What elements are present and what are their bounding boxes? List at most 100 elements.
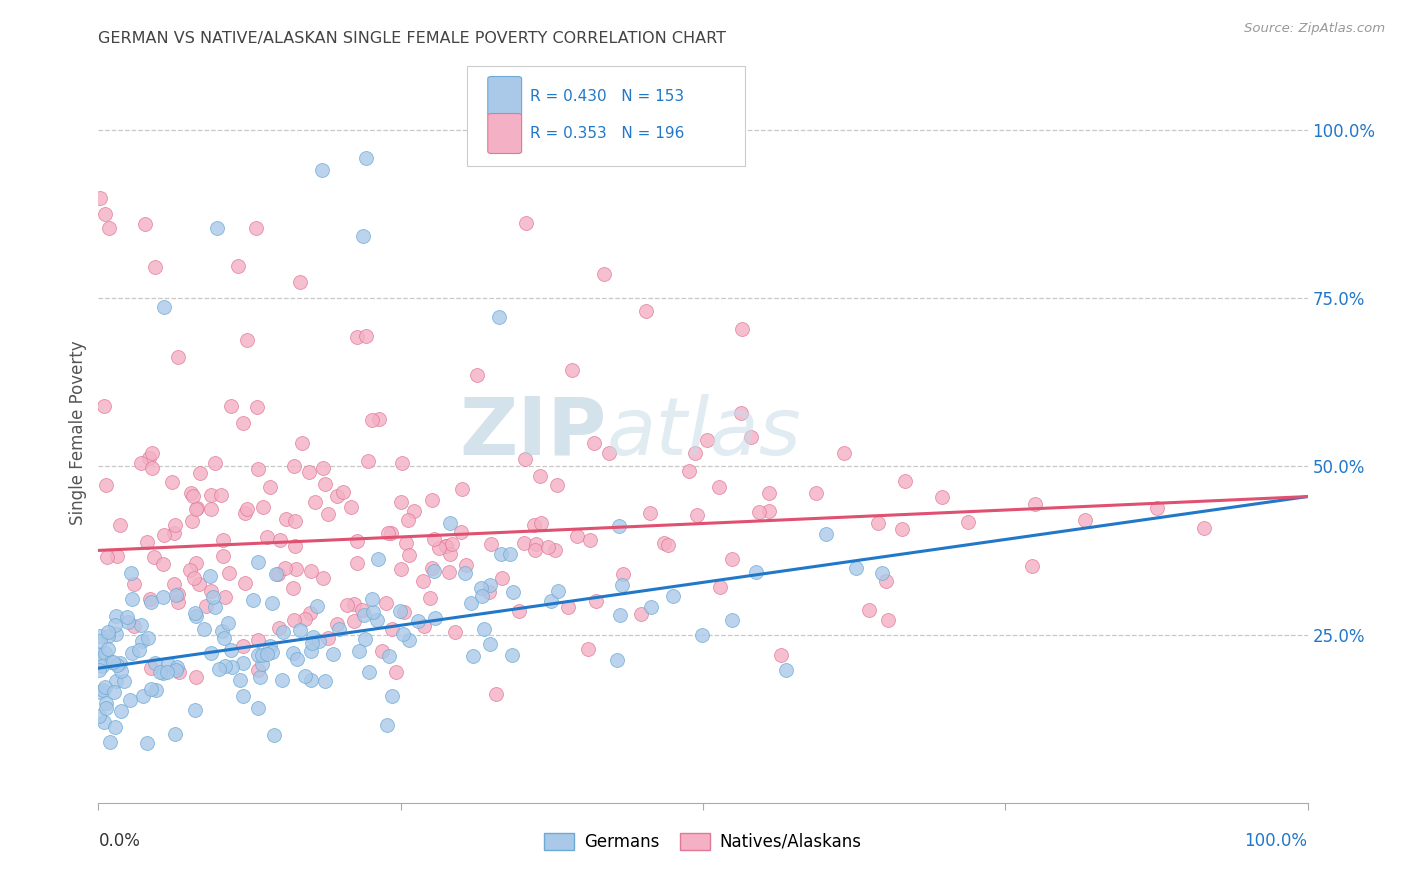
Point [454,558,477,572]
Point [402,503,425,517]
Point [301,636,323,650]
Point [322,647,344,661]
Point [264,566,287,581]
Point [149,665,172,680]
Point [598,446,620,460]
Point [758,504,780,518]
Point [612,566,634,581]
Point [271,624,294,639]
Point [352,603,374,617]
Point [436,539,458,553]
Point [375,596,398,610]
Point [93,399,115,413]
Point [420,492,443,507]
Point [391,456,413,470]
Point [284,514,307,528]
Point [246,555,269,569]
Point [398,548,420,562]
Point [299,564,322,578]
Point [256,647,278,661]
Point [284,539,307,553]
Point [283,614,305,628]
Point [89,191,111,205]
Point [131,633,153,648]
Point [96,696,118,710]
Point [141,446,163,460]
Point [181,489,204,503]
Point [1194,521,1216,535]
Point [876,613,898,627]
Point [93,715,115,730]
Point [121,646,143,660]
Point [370,644,392,658]
Text: GERMAN VS NATIVE/ALASKAN SINGLE FEMALE POVERTY CORRELATION CHART: GERMAN VS NATIVE/ALASKAN SINGLE FEMALE P… [98,31,727,46]
Point [353,608,375,623]
Point [218,566,240,581]
Point [145,260,167,274]
Point [1024,497,1046,511]
Point [389,494,412,508]
Point [389,562,412,576]
Point [890,522,912,536]
Point [105,658,128,673]
Point [721,551,744,566]
Point [465,368,488,383]
Point [219,400,242,414]
Point [515,215,537,229]
Point [246,701,269,715]
Point [89,663,111,677]
Point [427,541,450,556]
Point [875,574,897,589]
Point [316,508,339,522]
Point [523,517,546,532]
Point [211,624,233,638]
Point [312,461,335,475]
Point [576,641,599,656]
Point [288,275,311,289]
Point [478,637,501,651]
Point [524,537,547,551]
Point [93,682,115,697]
Point [745,566,768,580]
Point [380,525,402,540]
Point [470,581,492,595]
Point [412,574,434,589]
Point [340,500,363,515]
Point [394,605,416,619]
Point [184,606,207,620]
Point [200,647,222,661]
Point [607,518,630,533]
Point [299,644,322,658]
Point [167,665,190,679]
Point [236,333,259,347]
Point [578,533,600,548]
Point [274,561,297,575]
Point [748,505,770,519]
Point [561,363,583,377]
Point [544,543,567,558]
Point [152,590,174,604]
Point [314,476,336,491]
Point [606,653,628,667]
Point [104,720,127,734]
Point [582,436,605,450]
Point [377,526,399,541]
Point [131,617,153,632]
Point [381,622,404,636]
Point [136,631,159,645]
Point [530,516,553,530]
Point [385,665,408,679]
Y-axis label: Single Female Poverty: Single Female Poverty [69,341,87,524]
Point [89,634,111,648]
Point [256,529,278,543]
Point [252,500,274,514]
Point [638,506,661,520]
Text: 0.0%: 0.0% [98,832,141,850]
Point [657,538,679,552]
Point [389,604,412,618]
Point [143,550,166,565]
Point [193,622,215,636]
Point [440,537,463,551]
Point [326,616,349,631]
Point [214,590,236,604]
